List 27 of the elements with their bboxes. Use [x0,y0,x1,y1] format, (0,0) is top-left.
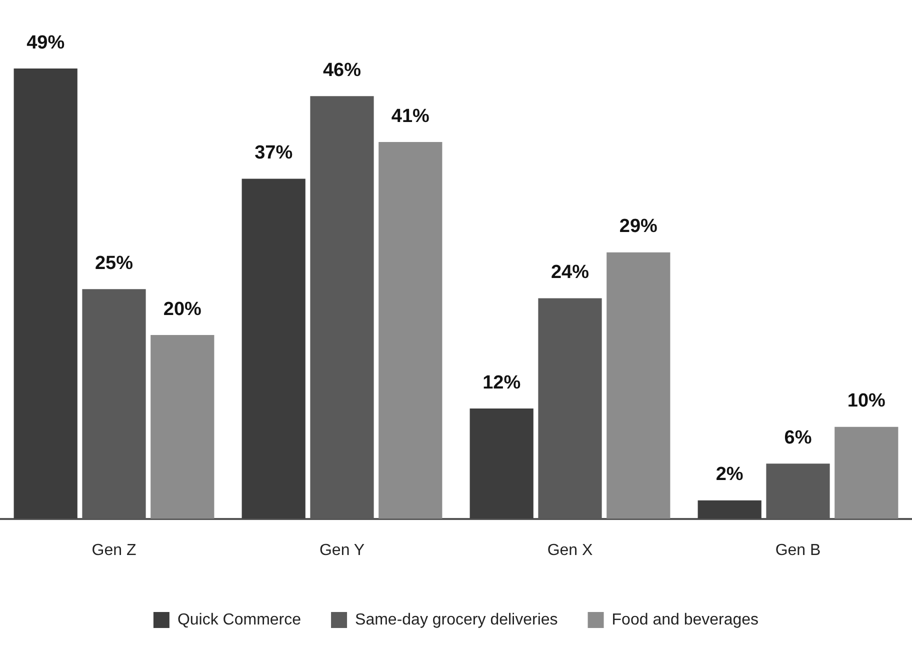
bar [242,178,306,519]
legend-label: Quick Commerce [177,611,302,628]
data-label: 49% [26,32,65,54]
x-tick-label: Gen Z [92,542,136,559]
data-label: 24% [550,262,590,283]
bar [150,335,214,519]
data-label: 41% [391,106,430,127]
data-label: 29% [619,216,658,238]
bar [14,68,78,519]
bar [834,426,898,519]
bar [698,500,762,519]
x-tick-label: Gen Y [319,542,365,559]
data-label: 25% [94,252,134,274]
data-label: 2% [716,464,744,486]
data-label: 46% [322,60,362,81]
x-tick-label: Gen X [547,542,594,559]
data-label: 12% [482,372,521,394]
bar [470,408,534,519]
legend-label: Same-day grocery deliveries [355,611,558,628]
x-tick-label: Gen B [775,542,821,559]
data-label: 20% [163,298,202,320]
bar [378,142,442,519]
legend-label: Food and beverages [612,611,759,628]
data-label: 37% [254,142,293,164]
bar [606,252,670,519]
data-label: 10% [847,390,886,412]
data-label: 6% [784,427,812,448]
